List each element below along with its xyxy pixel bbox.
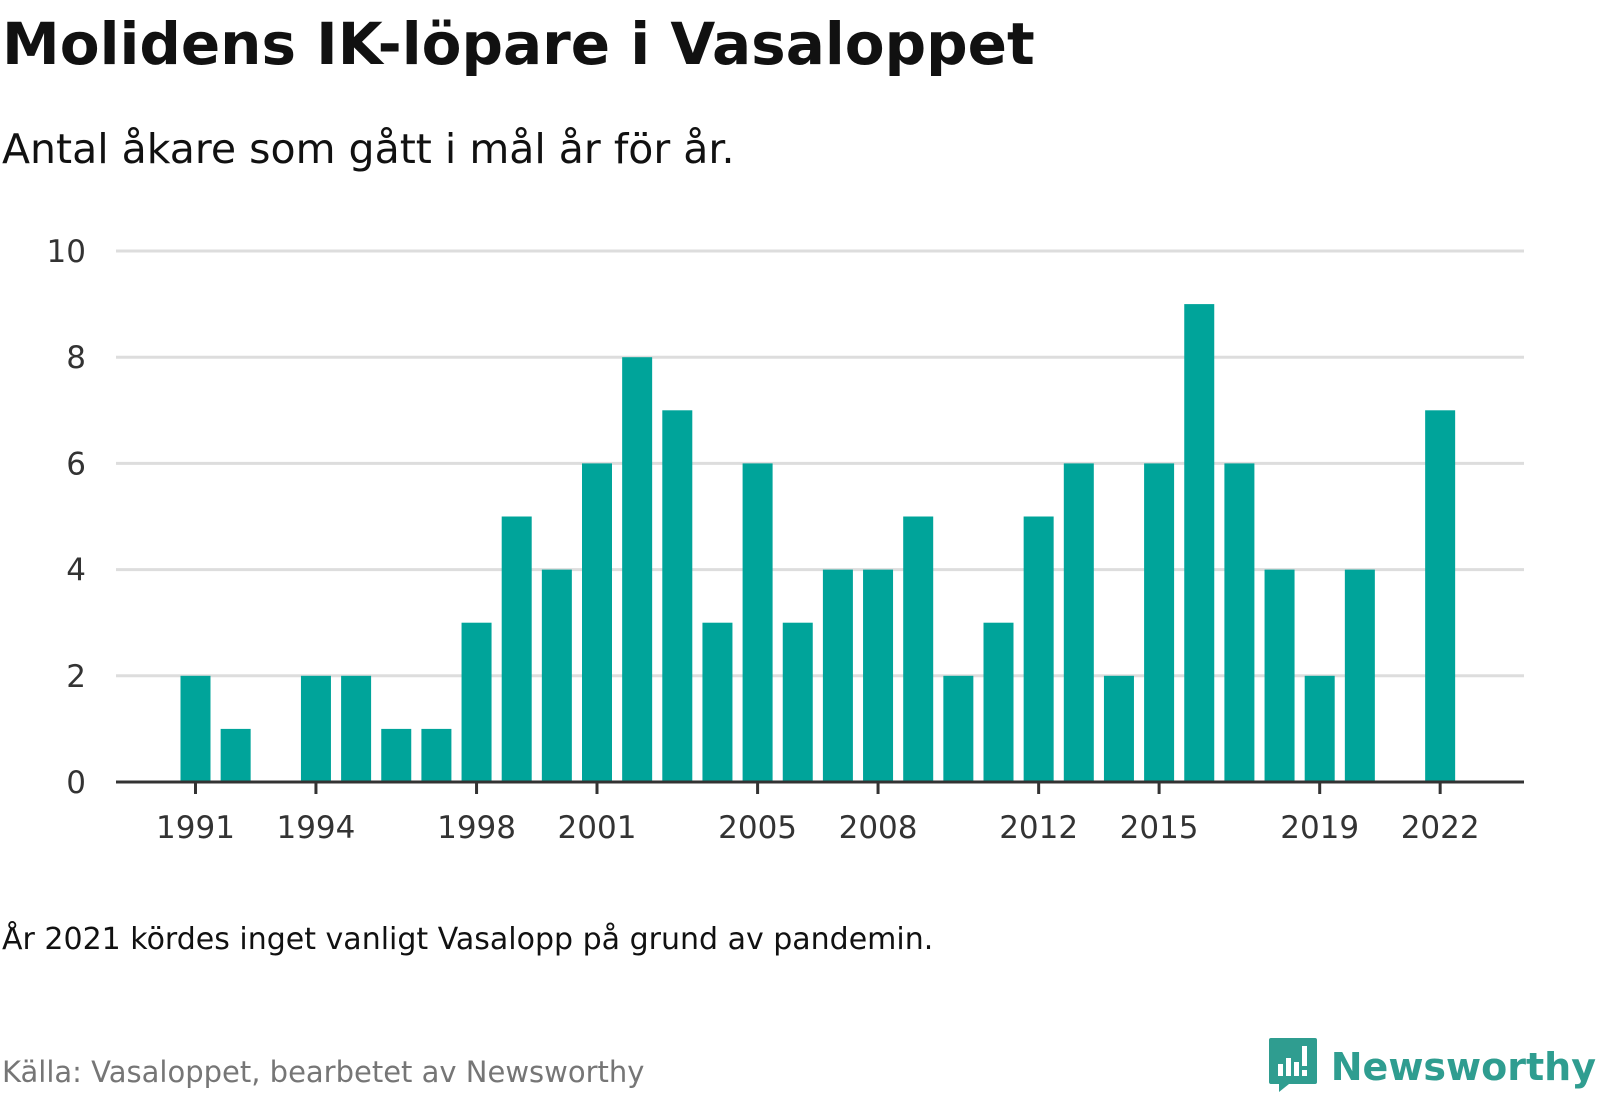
bar-2005: [742, 463, 773, 782]
bar-2018: [1264, 569, 1295, 782]
bar-1996: [381, 728, 412, 782]
bar-1994: [300, 675, 331, 782]
x-tick-label: 1994: [276, 810, 355, 846]
bar-2013: [1063, 463, 1094, 782]
source-credit: Källa: Vasaloppet, bearbetet av Newswort…: [2, 1055, 645, 1089]
bar-2011: [983, 622, 1014, 782]
x-tick-label: 1998: [437, 810, 516, 846]
x-tick-label: 2001: [558, 810, 637, 846]
y-tick-label: 6: [66, 446, 86, 482]
bar-2019: [1304, 675, 1335, 782]
bar-2010: [943, 675, 974, 782]
x-tick-label: 2012: [999, 810, 1078, 846]
bar-2017: [1224, 463, 1255, 782]
bar-2001: [582, 463, 612, 782]
x-tick-label: 2022: [1401, 810, 1480, 846]
bar-2007: [822, 569, 853, 782]
bar-1997: [421, 728, 452, 782]
chart-subtitle: Antal åkare som gått i mål år för år.: [2, 125, 735, 173]
y-tick-label: 0: [66, 765, 86, 801]
brand-logo: Newsworthy: [1267, 1036, 1596, 1098]
x-tick-label: 2008: [839, 810, 918, 846]
y-tick-label: 8: [66, 340, 86, 376]
x-tick-label: 2005: [718, 810, 797, 846]
bar-chart: 0 2 4 6 8 10 1991 1994 1998 2001 2005 2008 2012 2015…: [47, 234, 1524, 846]
bar-2015: [1144, 463, 1175, 782]
bar-1999: [501, 516, 532, 782]
bar-2012: [1023, 516, 1054, 782]
bar-1998: [461, 622, 492, 782]
y-tick-label: 4: [66, 553, 86, 589]
x-tick-label: 2019: [1280, 810, 1359, 846]
bar-2004: [702, 622, 733, 782]
bars: [180, 304, 1456, 782]
x-axis: [116, 780, 1524, 794]
bar-2016: [1184, 304, 1215, 782]
bar-2003: [662, 410, 693, 782]
chart-title: Molidens IK-löpare i Vasaloppet: [2, 10, 1035, 78]
bar-1995: [341, 675, 372, 782]
bar-2002: [622, 357, 653, 782]
newsworthy-logo-icon: [1267, 1036, 1319, 1098]
y-tick-label: 10: [47, 234, 86, 270]
y-axis-labels: 0 2 4 6 8 10: [47, 234, 86, 801]
bar-2014: [1103, 675, 1134, 782]
x-tick-label: 1991: [156, 810, 235, 846]
bar-2020: [1344, 569, 1375, 782]
bar-2008: [863, 569, 894, 782]
brand-name: Newsworthy: [1330, 1045, 1596, 1089]
y-tick-label: 2: [66, 659, 86, 695]
chart-note: År 2021 kördes inget vanligt Vasalopp på…: [2, 922, 934, 957]
x-tick-label: 2015: [1120, 810, 1199, 846]
bar-2022: [1425, 410, 1456, 782]
x-axis-labels: 1991 1994 1998 2001 2005 2008 2012 2015 2019 2022: [156, 810, 1480, 846]
bar-1992: [220, 728, 251, 782]
bar-2000: [541, 569, 572, 782]
bar-2006: [782, 622, 813, 782]
gridlines: [116, 249, 1524, 678]
bar-2009: [903, 516, 934, 782]
bar-1991: [180, 675, 211, 782]
